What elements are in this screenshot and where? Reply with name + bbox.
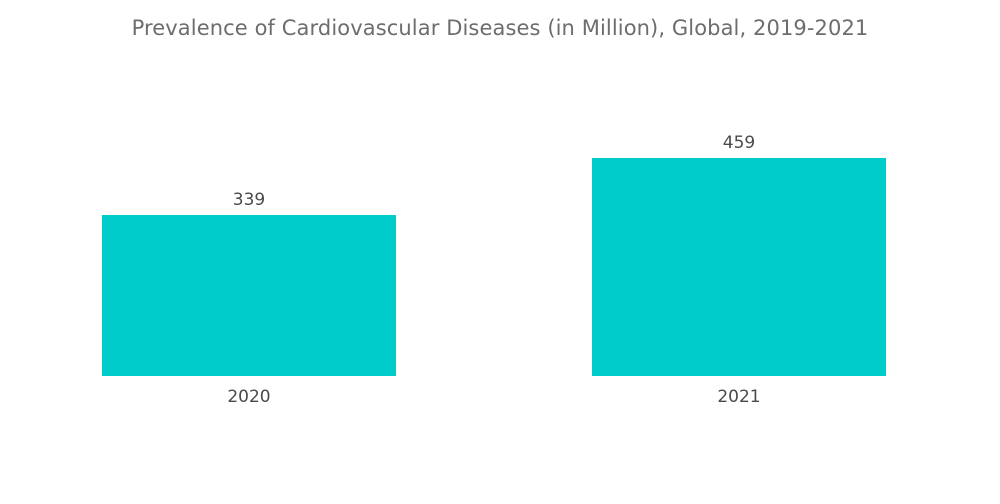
value-label-2020: 339 — [233, 190, 265, 210]
labels-layer: 339 2020 459 2021 — [227, 133, 760, 407]
value-label-2021: 459 — [723, 133, 755, 153]
chart-title: Prevalence of Cardiovascular Diseases (i… — [131, 16, 869, 40]
x-tick-label-2020: 2020 — [227, 387, 270, 407]
bar-2021 — [592, 158, 886, 376]
x-tick-label-2021: 2021 — [717, 387, 760, 407]
bar-2020 — [102, 214, 396, 376]
bars-layer — [102, 158, 886, 376]
